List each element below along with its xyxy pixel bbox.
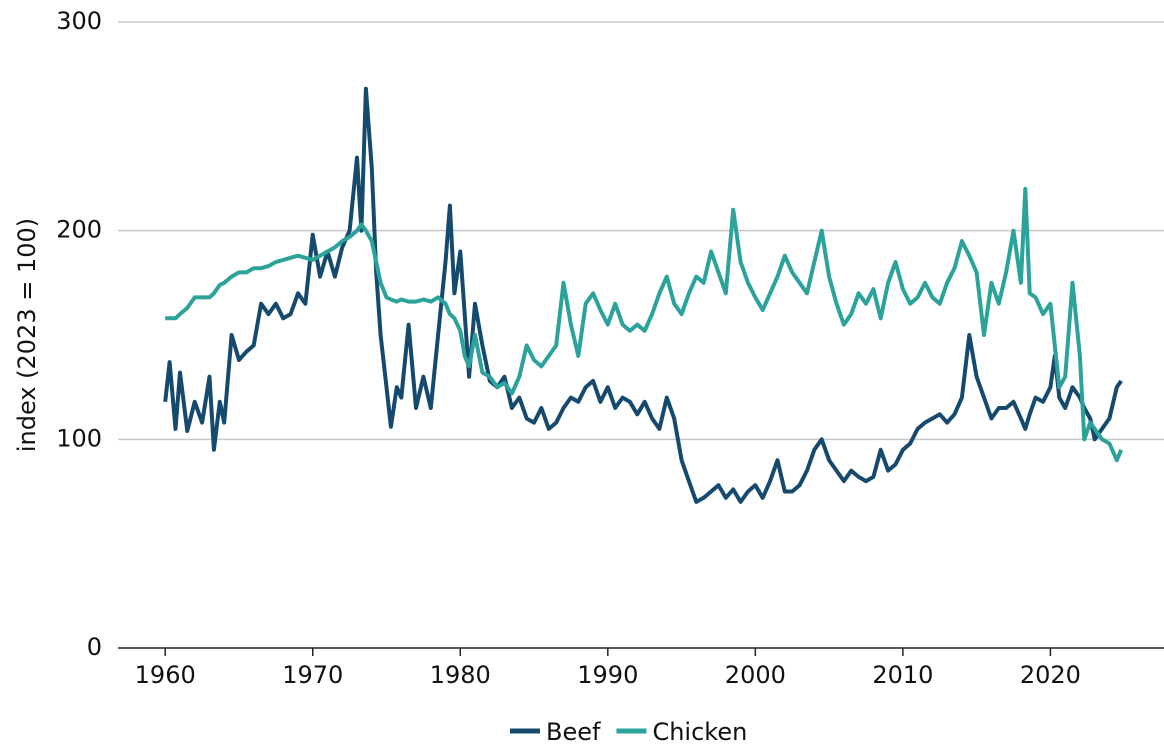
line-chicken	[165, 186, 1124, 463]
x-tick-label: 1980	[430, 661, 491, 689]
x-tick-label: 1990	[577, 661, 638, 689]
x-tick-label: 2000	[725, 661, 786, 689]
y-axis-label: index (2023 = 100)	[13, 218, 41, 452]
x-tick-label: 1970	[282, 661, 343, 689]
y-tick-label: 300	[56, 7, 102, 35]
x-tick-label: 1960	[135, 661, 196, 689]
x-tick-label: 2020	[1020, 661, 1081, 689]
legend-label: Beef	[546, 718, 601, 745]
x-tick-label: 2010	[872, 661, 933, 689]
line-beef	[163, 86, 1123, 504]
legend-label: Chicken	[652, 718, 747, 745]
y-tick-label: 200	[56, 216, 102, 244]
y-tick-label: 100	[56, 424, 102, 452]
y-tick-label: 0	[87, 633, 102, 661]
